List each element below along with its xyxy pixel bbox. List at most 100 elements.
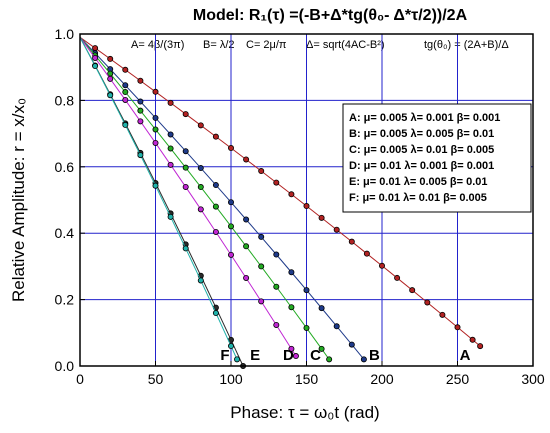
series-point-D	[107, 75, 114, 82]
series-point-A	[378, 262, 385, 269]
series-point-A	[243, 156, 250, 163]
series-point-F	[137, 152, 144, 159]
series-line-C	[79, 36, 330, 360]
curve-label-F: F	[220, 347, 229, 364]
series-point-B	[288, 269, 295, 276]
series-point-C	[288, 304, 295, 311]
series-point-A	[439, 311, 446, 318]
series-point-A	[92, 45, 99, 52]
x-tick-label-150: 150	[295, 371, 319, 387]
series-point-A	[122, 66, 129, 73]
series-point-F	[227, 343, 234, 350]
curve-label-C: C	[310, 347, 321, 364]
series-point-A	[424, 299, 431, 306]
series-point-A	[409, 287, 416, 294]
series-point-C	[227, 223, 234, 230]
series-line-A	[79, 36, 481, 347]
series-point-A	[197, 122, 204, 129]
curve-label-B: B	[369, 347, 380, 364]
series-point-A	[318, 214, 325, 221]
series-point-A	[454, 324, 461, 331]
series-point-B	[273, 251, 280, 258]
series-point-F	[152, 182, 159, 189]
series-point-B	[318, 305, 325, 312]
curve-label-E: E	[250, 347, 260, 364]
series-point-A	[152, 88, 159, 95]
series-point-F	[197, 277, 204, 284]
legend-entry-a: A: μ= 0.005 λ= 0.001 β= 0.001	[349, 112, 500, 124]
series-point-D	[122, 96, 129, 103]
series-point-A	[363, 250, 370, 257]
series-point-C	[137, 107, 144, 114]
y-tick-label-0.6: 0.6	[55, 159, 75, 175]
series-point-C	[258, 263, 265, 270]
series-point-D	[137, 118, 144, 125]
series-point-F	[122, 121, 129, 128]
series-line-E	[79, 37, 244, 367]
series-point-F	[234, 356, 241, 363]
series-point-A	[469, 336, 476, 343]
series-point-A	[333, 226, 340, 233]
series-point-A	[273, 179, 280, 186]
series-line-F	[79, 37, 238, 360]
series-point-A	[227, 145, 234, 152]
series-point-C	[122, 89, 129, 96]
series-point-B	[258, 233, 265, 240]
series-point-A	[348, 238, 355, 245]
formula-delta: Δ= sqrt(4AC-B²)	[306, 39, 385, 51]
series-layer: A B CD E F	[79, 36, 484, 369]
legend-entry-c: C: μ= 0.005 λ= 0.01 β= 0.005	[349, 144, 494, 156]
series-point-A	[167, 99, 174, 106]
legend-entry-e: E: μ= 0.01 λ= 0.005 β= 0.01	[349, 176, 488, 188]
series-point-B	[137, 98, 144, 105]
y-tick-label-0.2: 0.2	[55, 292, 75, 308]
x-tick-label-50: 50	[148, 371, 164, 387]
series-point-A	[303, 203, 310, 210]
series-point-A	[137, 77, 144, 84]
x-tick-label-0: 0	[76, 371, 84, 387]
x-tick-label-200: 200	[370, 371, 394, 387]
series-point-B	[197, 165, 204, 172]
x-tick-label-300: 300	[521, 371, 545, 387]
series-point-F	[167, 213, 174, 220]
series-point-C	[182, 164, 189, 171]
series-point-A	[477, 343, 484, 350]
series-point-B	[122, 82, 129, 89]
series-point-F	[212, 310, 219, 317]
series-point-C	[107, 70, 114, 77]
series-point-D	[227, 251, 234, 258]
y-tick-label-0.8: 0.8	[55, 92, 75, 108]
series-point-C	[303, 324, 310, 331]
formula-a: A= 4β/(3π)	[131, 39, 184, 51]
series-point-A	[182, 111, 189, 118]
series-point-A	[258, 168, 265, 175]
x-tick-label-100: 100	[219, 371, 243, 387]
y-tick-label-0.0: 0.0	[55, 358, 75, 374]
series-point-B	[348, 341, 355, 348]
series-point-C	[212, 203, 219, 210]
series-point-C	[318, 345, 325, 352]
legend-frame	[342, 103, 532, 213]
formula-b: B= λ/2	[203, 39, 235, 51]
series-point-B	[333, 323, 340, 330]
series-point-D	[152, 139, 159, 146]
series-point-D	[212, 228, 219, 235]
series-point-A	[107, 55, 114, 62]
series-point-D	[273, 321, 280, 328]
series-point-B	[167, 131, 174, 138]
y-tick-label-0.4: 0.4	[55, 225, 75, 241]
legend-entry-b: B: μ= 0.005 λ= 0.005 β= 0.01	[349, 128, 494, 140]
x-axis-title: Phase: τ = ω₀t (rad)	[230, 403, 379, 422]
y-tick-label-1.0: 1.0	[55, 26, 75, 42]
chart-title: Model: R₁(τ) =(-B+Δ*tg(θ₀- Δ*τ/2))/2A	[193, 7, 468, 24]
curve-label-A: A	[460, 347, 471, 364]
formula-theta: tg(θ₀) = (2A+B)/Δ	[424, 39, 509, 51]
series-point-B	[243, 216, 250, 223]
series-point-D	[288, 345, 295, 352]
series-point-D	[197, 206, 204, 213]
series-point-F	[92, 63, 99, 70]
series-point-B	[182, 148, 189, 155]
legend-box: A: μ= 0.005 λ= 0.001 β= 0.001 B: μ= 0.00…	[342, 103, 532, 213]
series-line-D	[79, 37, 297, 357]
